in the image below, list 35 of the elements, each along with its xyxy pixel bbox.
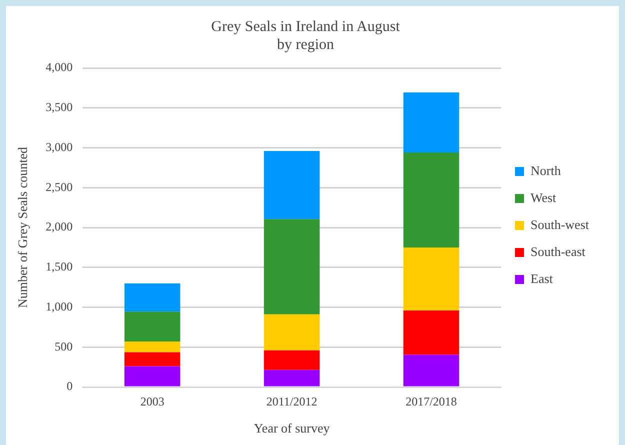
bar xyxy=(403,310,460,355)
legend-label: West xyxy=(530,190,557,205)
legend-label: South-east xyxy=(530,244,586,259)
legend-label: East xyxy=(530,270,554,286)
y-tick-label: 2,000 xyxy=(46,220,73,234)
bar xyxy=(124,342,180,352)
y-tick-label: 1,000 xyxy=(46,299,73,314)
bar xyxy=(124,283,180,312)
y-axis-title: Number of Grey Seals counted xyxy=(15,146,30,308)
bar xyxy=(264,150,320,220)
legend-label: South-west xyxy=(530,216,590,232)
bar xyxy=(403,247,460,310)
chart-title: Grey Seals in Ireland in August by region xyxy=(211,18,401,53)
x-tick-label: 2017/2018 xyxy=(406,394,457,408)
y-tick-label: 0 xyxy=(66,379,73,394)
x-tick-label: 2003 xyxy=(140,394,164,408)
bar xyxy=(124,352,180,366)
y-tick-label: 500 xyxy=(54,339,73,354)
bar xyxy=(403,92,460,153)
y-tick-label: 3,500 xyxy=(46,100,73,114)
bar xyxy=(264,370,320,386)
bar xyxy=(264,350,320,370)
bar xyxy=(264,314,320,350)
bar xyxy=(264,219,320,314)
y-tick-label: 2,500 xyxy=(46,180,73,194)
x-tick-label: 2011/2012 xyxy=(266,394,318,408)
legend-label: North xyxy=(530,162,562,178)
bar xyxy=(403,354,460,386)
bar xyxy=(124,312,180,342)
y-tick-label: 4,000 xyxy=(46,60,73,74)
x-axis-title: Year of survey xyxy=(254,420,330,436)
y-tick-label: 3,000 xyxy=(46,140,73,154)
bar xyxy=(403,152,460,248)
bar xyxy=(124,366,180,386)
y-tick-label: 1,500 xyxy=(46,260,73,274)
